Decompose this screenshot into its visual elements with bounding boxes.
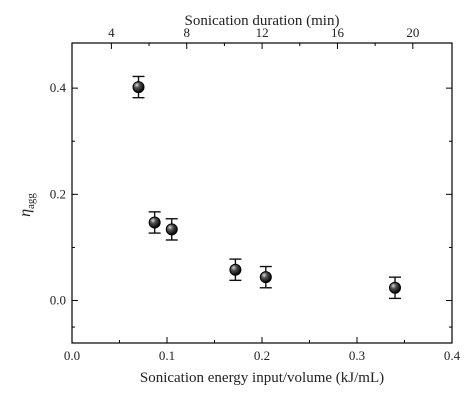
left-tick-label: 0.2 (50, 186, 66, 201)
bottom-tick-label: 0.4 (444, 348, 461, 363)
data-point (389, 281, 401, 294)
top-axis-ticks: 4 8 12 16 20 (108, 25, 419, 49)
top-tick-label: 8 (183, 25, 190, 40)
bottom-tick-label: 0.2 (254, 348, 270, 363)
data-point (165, 223, 178, 236)
data-point (148, 216, 161, 229)
bottom-axis-title: Sonication energy input/volume (kJ/mL) (140, 370, 384, 386)
bottom-axis-ticks: 0.0 0.1 0.2 0.3 0.4 (64, 337, 461, 363)
bottom-tick-label: 0.3 (349, 348, 365, 363)
left-axis-title-subscript: agg (25, 193, 37, 209)
bottom-tick-label: 0.1 (159, 348, 175, 363)
top-tick-label: 16 (331, 25, 345, 40)
data-point (229, 263, 242, 276)
bottom-tick-label: 0.0 (64, 348, 80, 363)
left-tick-label: 0.0 (50, 293, 66, 308)
data-point (132, 81, 145, 94)
data-point (259, 271, 272, 284)
top-tick-label: 20 (406, 25, 419, 40)
left-axis-title-symbol: η (17, 209, 34, 217)
left-axis-ticks: 0.0 0.2 0.4 (50, 80, 452, 328)
top-tick-label: 4 (108, 25, 115, 40)
left-tick-label: 0.4 (50, 80, 67, 95)
top-tick-label: 12 (256, 25, 269, 40)
top-axis-title: Sonication duration (min) (185, 13, 340, 29)
left-axis-title: ηagg (17, 193, 37, 217)
data-points (132, 75, 401, 300)
